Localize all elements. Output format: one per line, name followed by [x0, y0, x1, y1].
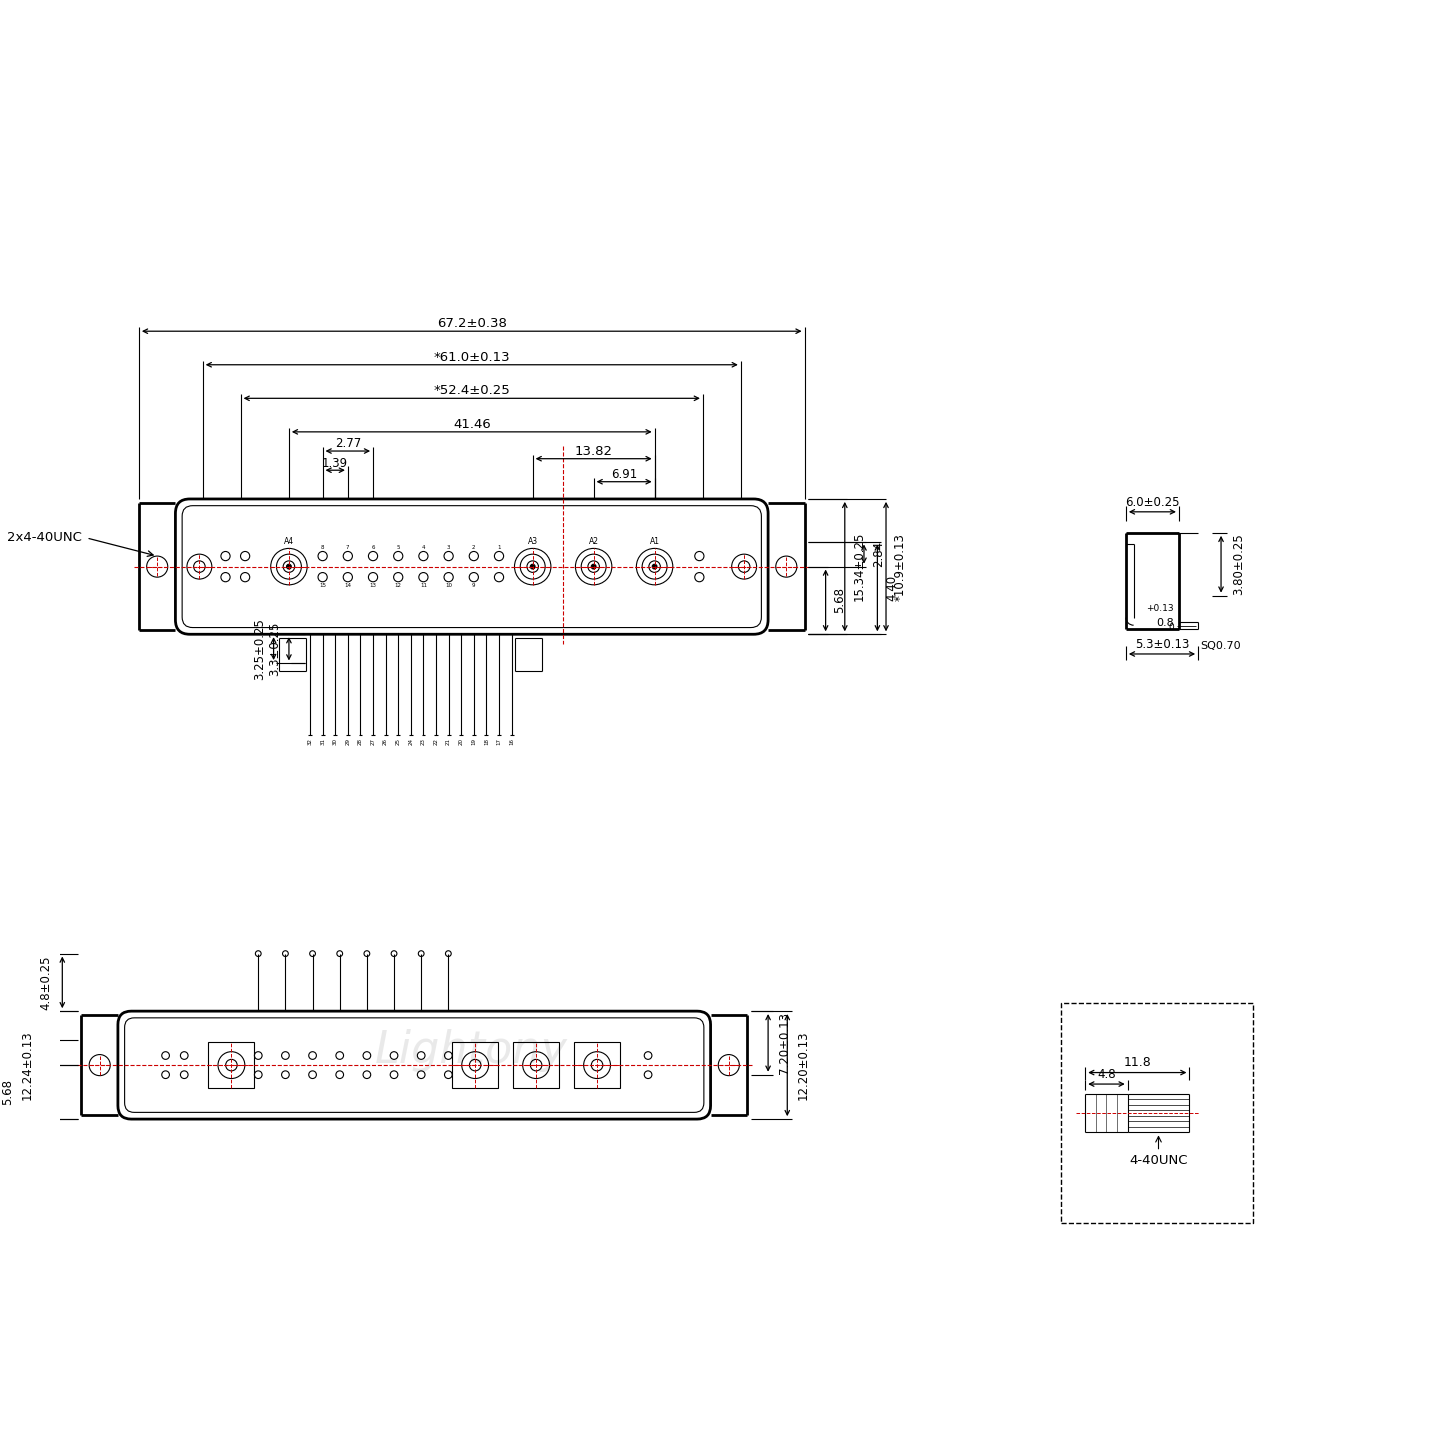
Text: 5.3±0.13: 5.3±0.13 [1135, 638, 1189, 651]
Text: 5: 5 [396, 544, 400, 550]
Text: 27: 27 [370, 737, 376, 744]
Text: A4: A4 [284, 537, 294, 547]
Text: 10: 10 [445, 583, 452, 588]
Bar [452, 1043, 498, 1089]
Text: 8: 8 [321, 544, 324, 550]
Text: 3: 3 [446, 544, 451, 550]
Circle shape [652, 564, 657, 569]
Text: 6.0±0.25: 6.0±0.25 [1125, 495, 1179, 508]
Text: 11: 11 [420, 583, 426, 588]
Text: 24: 24 [409, 737, 413, 744]
Bar [1061, 1002, 1253, 1224]
Text: 11.8: 11.8 [1123, 1057, 1151, 1070]
Text: 2.77: 2.77 [334, 436, 361, 449]
Text: 3.80±0.25: 3.80±0.25 [1233, 533, 1246, 595]
Text: 31: 31 [320, 737, 325, 744]
Text: 1.39: 1.39 [323, 456, 348, 469]
Text: 2: 2 [472, 544, 475, 550]
Text: A1: A1 [649, 537, 660, 547]
Text: SQ0.70: SQ0.70 [1200, 641, 1241, 651]
Text: 13.82: 13.82 [575, 445, 612, 458]
Text: 4.8±0.25: 4.8±0.25 [40, 955, 53, 1009]
Text: 18: 18 [484, 737, 490, 744]
Text: 14: 14 [344, 583, 351, 588]
Text: 4-40UNC: 4-40UNC [1129, 1153, 1188, 1166]
Text: 0.8: 0.8 [1156, 618, 1174, 628]
Text: 6.91: 6.91 [611, 468, 638, 481]
Text: 32: 32 [308, 737, 312, 744]
Text: 12.24±0.13: 12.24±0.13 [20, 1030, 33, 1100]
Text: 28: 28 [359, 737, 363, 744]
Text: 3.3±0.25: 3.3±0.25 [268, 622, 281, 675]
Text: 23: 23 [420, 737, 426, 744]
Text: 3.25±0.25: 3.25±0.25 [253, 618, 266, 680]
Text: 19: 19 [471, 737, 477, 744]
Text: *61.0±0.13: *61.0±0.13 [433, 350, 510, 363]
Bar [575, 1043, 621, 1089]
Text: +0.13: +0.13 [1146, 603, 1174, 613]
Text: A3: A3 [527, 537, 537, 547]
Bar [513, 1043, 559, 1089]
Text: 4.40: 4.40 [886, 575, 899, 600]
Text: 5.68: 5.68 [834, 588, 847, 613]
Text: 4: 4 [422, 544, 425, 550]
Text: 22: 22 [433, 737, 439, 744]
Text: 15: 15 [320, 583, 325, 588]
Bar [209, 1043, 255, 1089]
Text: 2.84: 2.84 [871, 541, 884, 567]
Circle shape [530, 564, 536, 569]
Text: 5.68: 5.68 [1, 1079, 14, 1104]
Text: 13: 13 [370, 583, 376, 588]
Text: 30: 30 [333, 737, 338, 744]
Text: 12.20±0.13: 12.20±0.13 [796, 1031, 809, 1100]
Text: *52.4±0.25: *52.4±0.25 [433, 384, 510, 397]
Text: 17: 17 [497, 737, 501, 744]
Circle shape [287, 564, 291, 569]
Text: 2x4-40UNC: 2x4-40UNC [7, 531, 82, 544]
Text: 29: 29 [346, 737, 350, 744]
Text: 15.34±0.25: 15.34±0.25 [852, 531, 865, 602]
Text: 25: 25 [396, 737, 400, 744]
Text: 67.2±0.38: 67.2±0.38 [436, 317, 507, 330]
Text: Lightony: Lightony [376, 1030, 569, 1073]
Text: 16: 16 [510, 737, 514, 744]
Text: A2: A2 [589, 537, 599, 547]
Text: 20: 20 [459, 737, 464, 744]
Text: 7: 7 [346, 544, 350, 550]
Text: 0: 0 [1168, 622, 1174, 632]
Text: 12: 12 [395, 583, 402, 588]
Text: 26: 26 [383, 737, 389, 744]
Text: 9: 9 [472, 583, 475, 588]
Text: 7.20±0.13: 7.20±0.13 [778, 1012, 791, 1074]
Text: *10.9±0.13: *10.9±0.13 [894, 533, 907, 600]
Text: 6: 6 [372, 544, 374, 550]
Text: 4.8: 4.8 [1097, 1068, 1116, 1081]
Text: 41.46: 41.46 [454, 418, 491, 431]
Circle shape [592, 564, 596, 569]
Text: 1: 1 [497, 544, 501, 550]
Text: 21: 21 [446, 737, 451, 744]
